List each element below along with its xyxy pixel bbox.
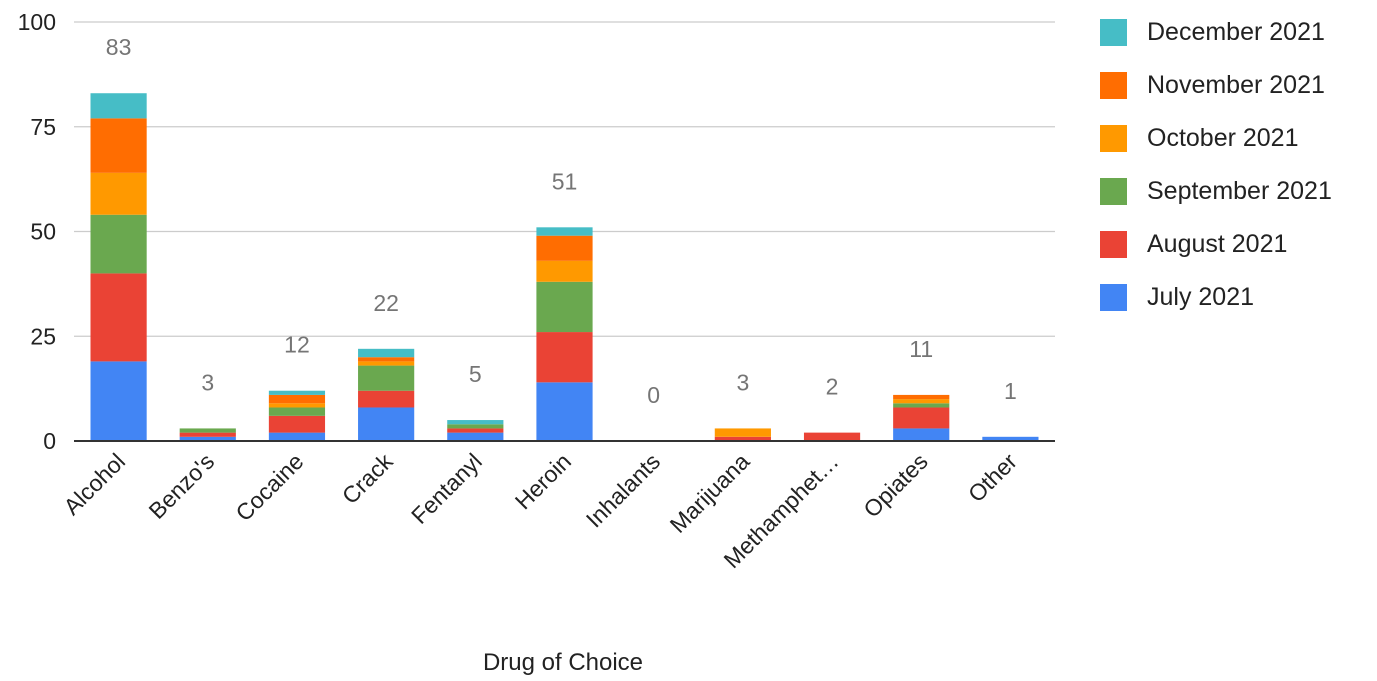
legend-swatch bbox=[1100, 125, 1127, 152]
x-tick-label: Benzo's bbox=[144, 448, 220, 524]
bar-segment bbox=[714, 428, 771, 437]
bar-segment bbox=[90, 214, 147, 274]
y-axis-ticks: 0 25 50 75 100 bbox=[18, 9, 56, 454]
bar-segment bbox=[90, 172, 147, 215]
bar-segment bbox=[358, 390, 415, 408]
total-label: 5 bbox=[469, 361, 482, 387]
legend-item: July 2021 bbox=[1100, 271, 1332, 324]
x-axis-title: Drug of Choice bbox=[483, 649, 643, 676]
bars bbox=[90, 93, 1039, 441]
y-tick-label: 25 bbox=[30, 323, 56, 349]
legend-swatch bbox=[1100, 178, 1127, 205]
legend-item: October 2021 bbox=[1100, 112, 1332, 165]
total-label: 3 bbox=[736, 369, 749, 395]
bar-segment bbox=[268, 403, 326, 408]
bar-segment bbox=[268, 407, 326, 416]
bar-segment bbox=[358, 348, 415, 358]
bar-segment bbox=[536, 235, 593, 261]
bar-segment bbox=[268, 390, 326, 395]
bar-segment bbox=[179, 428, 236, 433]
bar-segment bbox=[447, 420, 504, 425]
bar-segment bbox=[268, 394, 326, 404]
total-label: 2 bbox=[826, 374, 839, 400]
bar-segment bbox=[893, 403, 950, 408]
legend-label: November 2021 bbox=[1147, 71, 1325, 99]
bar-segment bbox=[358, 361, 415, 366]
bar-segment bbox=[179, 432, 236, 437]
total-label: 83 bbox=[106, 34, 132, 60]
y-tick-label: 50 bbox=[30, 219, 56, 245]
bar-segment bbox=[179, 436, 236, 441]
bar-segment bbox=[358, 407, 415, 441]
bar-segment bbox=[90, 93, 147, 119]
legend-item: September 2021 bbox=[1100, 165, 1332, 218]
bar-segment bbox=[803, 432, 861, 441]
legend-label: August 2021 bbox=[1147, 230, 1288, 258]
bar-segment bbox=[536, 260, 593, 282]
x-tick-label: Opiates bbox=[858, 448, 932, 522]
x-tick-label: Fentanyl bbox=[406, 448, 487, 529]
total-label: 51 bbox=[552, 168, 578, 194]
bar-segment bbox=[536, 281, 593, 333]
x-axis-ticks: Alcohol Benzo's Cocaine Crack Fentanyl Heroin… bbox=[58, 448, 1022, 573]
bar-segment bbox=[358, 365, 415, 391]
x-tick-label: Crack bbox=[337, 448, 398, 509]
y-tick-label: 0 bbox=[43, 428, 56, 454]
legend-label: October 2021 bbox=[1147, 124, 1299, 152]
bar-segment bbox=[268, 432, 326, 441]
bar-segment bbox=[536, 332, 593, 383]
total-label: 3 bbox=[201, 369, 214, 395]
bar-segment bbox=[358, 357, 415, 362]
legend-label: July 2021 bbox=[1147, 283, 1255, 311]
x-tick-label: Cocaine bbox=[230, 448, 308, 526]
legend-swatch bbox=[1100, 72, 1127, 99]
bar-segment bbox=[90, 273, 147, 362]
bar-segment bbox=[893, 394, 950, 400]
legend-swatch bbox=[1100, 284, 1127, 311]
legend-item: August 2021 bbox=[1100, 218, 1332, 271]
legend-item: December 2021 bbox=[1100, 6, 1332, 59]
bar-segment bbox=[447, 428, 504, 433]
legend-swatch bbox=[1100, 19, 1127, 46]
bar-segment bbox=[893, 407, 950, 429]
bar-segment bbox=[893, 428, 950, 441]
y-tick-label: 75 bbox=[30, 114, 56, 140]
total-label: 11 bbox=[909, 336, 933, 362]
legend-label: September 2021 bbox=[1147, 177, 1332, 205]
total-label: 22 bbox=[373, 290, 399, 316]
bar-segment bbox=[893, 399, 950, 404]
bar-segment bbox=[536, 227, 593, 236]
y-tick-label: 100 bbox=[18, 9, 56, 35]
bar-segment bbox=[268, 415, 326, 433]
x-tick-label: Alcohol bbox=[58, 448, 130, 520]
bar-segment bbox=[90, 361, 147, 441]
total-label: 1 bbox=[1004, 378, 1017, 404]
total-label: 12 bbox=[284, 332, 310, 358]
total-label: 0 bbox=[647, 382, 660, 408]
x-tick-label: Inhalants bbox=[581, 448, 665, 532]
legend-label: December 2021 bbox=[1147, 18, 1325, 46]
bar-segment bbox=[447, 424, 504, 429]
legend-swatch bbox=[1100, 231, 1127, 258]
x-tick-label: Other bbox=[963, 448, 1022, 507]
legend: December 2021 November 2021 October 2021 Se… bbox=[1100, 6, 1332, 324]
legend-item: November 2021 bbox=[1100, 59, 1332, 112]
x-tick-label: Heroin bbox=[510, 448, 576, 514]
bar-segment bbox=[714, 436, 771, 441]
bar-segment bbox=[447, 432, 504, 441]
bar-segment bbox=[90, 118, 147, 173]
x-tick-label: Marijuana bbox=[665, 448, 755, 538]
bar-segment bbox=[536, 382, 593, 441]
bar-segment bbox=[982, 436, 1039, 441]
